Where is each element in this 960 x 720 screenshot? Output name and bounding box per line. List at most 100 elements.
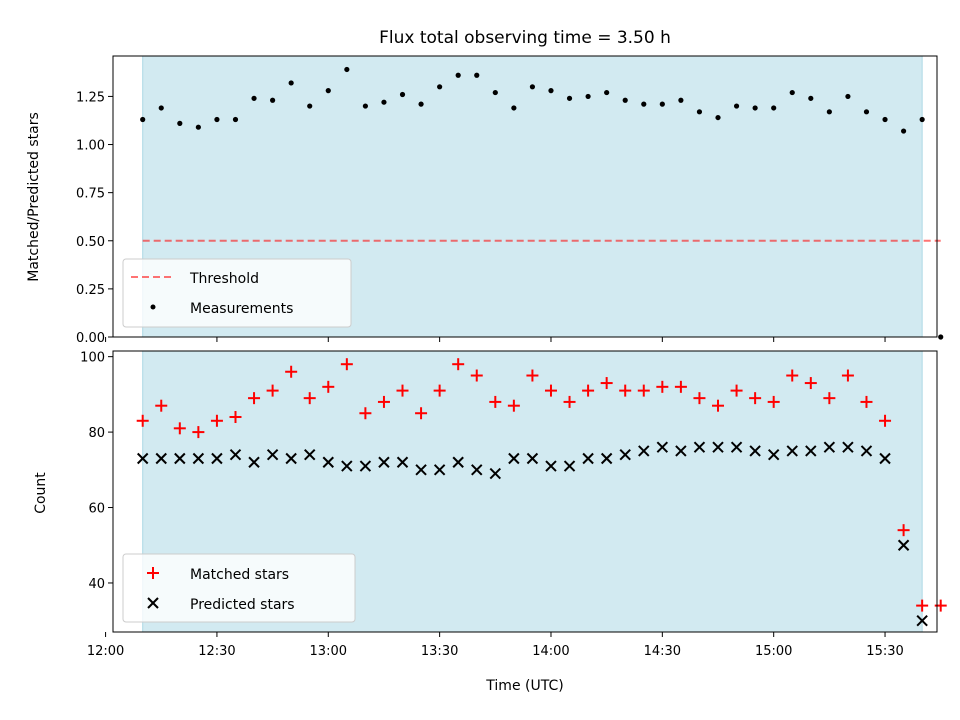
measurements-point	[826, 109, 832, 115]
predicted-stars-point	[229, 449, 242, 461]
matched-stars-point	[712, 399, 725, 412]
predicted-stars-point	[155, 452, 167, 465]
measurements-point	[696, 109, 703, 115]
measurements-point	[863, 109, 870, 115]
matched-stars-point	[415, 407, 428, 420]
top-legend: Threshold Measurements	[122, 258, 352, 328]
matched-stars-point	[340, 358, 353, 371]
predicted-stars-point	[489, 467, 502, 480]
measurements-point	[789, 89, 795, 96]
predicted-stars-point	[378, 456, 390, 468]
count-panel: 40 60 80 100 12:00 12:30 13:00 13:30 14:00 14:30…	[33, 350, 947, 694]
measurements-point	[604, 89, 610, 96]
bottom-legend: Matched stars Predicted stars	[122, 553, 356, 623]
measurements-point	[399, 91, 406, 98]
predicted-stars-point	[749, 445, 761, 457]
measurements-point	[307, 103, 313, 109]
matched-stars-point	[266, 384, 279, 397]
matched-stars-point	[173, 422, 186, 435]
measurements-point	[474, 72, 480, 78]
measurements-point	[418, 101, 424, 107]
predicted-stars-point	[823, 441, 836, 453]
predicted-legend-swatch	[147, 597, 159, 609]
predicted-stars-point	[805, 445, 817, 457]
matched-stars-point	[507, 399, 520, 412]
matched-stars-point	[210, 414, 223, 427]
threshold-legend-label: Threshold	[189, 271, 259, 287]
predicted-stars-point	[897, 539, 910, 551]
matched-stars-point	[730, 384, 743, 397]
matched-stars-point	[600, 377, 613, 390]
matched-stars-point	[804, 377, 817, 390]
predicted-stars-point	[526, 452, 539, 465]
matched-stars-point	[786, 369, 799, 382]
predicted-stars-point	[136, 452, 149, 465]
predicted-stars-point	[712, 441, 724, 453]
bottom-axes-frame	[112, 350, 938, 633]
predicted-stars-point	[767, 449, 780, 461]
x-tick-label: 12:00	[87, 644, 124, 659]
ratio-panel: 0.00 0.25 0.50 0.75 1.00 1.25 Matched/Predict…	[26, 55, 944, 346]
top-axes-frame	[112, 55, 938, 338]
matched-stars-point	[526, 369, 539, 382]
bottom-y-axis-label: Count	[33, 472, 49, 514]
predicted-stars-point	[916, 614, 928, 627]
measurements-point	[919, 116, 925, 123]
predicted-stars-point	[433, 464, 446, 476]
matched-stars-point	[248, 392, 261, 405]
predicted-stars-point	[415, 464, 427, 476]
measurements-point	[381, 99, 387, 105]
measurements-point	[232, 116, 239, 123]
predicted-stars-point	[174, 452, 186, 465]
measurements-point	[455, 72, 461, 78]
matched-stars-point	[285, 365, 298, 378]
measurements-point	[882, 116, 888, 123]
measurements-point	[752, 105, 758, 111]
predicted-stars-point	[304, 449, 316, 461]
predicted-stars-point	[359, 460, 372, 472]
matched-stars-point	[229, 411, 242, 424]
matched-stars-point	[823, 392, 836, 405]
measurements-point	[715, 114, 721, 121]
matched-stars-point	[674, 380, 687, 393]
measurements-legend-swatch	[150, 304, 156, 310]
measurements-point	[140, 116, 146, 123]
predicted-stars-point	[322, 456, 334, 468]
chart-title: Flux total observing time = 3.50 h	[379, 28, 671, 48]
x-tick-label: 13:00	[310, 644, 347, 659]
matched-stars-point	[303, 392, 316, 405]
predicted-stars-point	[452, 456, 464, 468]
predicted-stars-point	[248, 456, 260, 468]
predicted-stars-point	[730, 441, 743, 453]
x-tick-label: 14:00	[532, 644, 569, 659]
matched-stars-point	[841, 369, 854, 382]
matched-legend-swatch	[147, 567, 159, 579]
matched-stars-point	[155, 399, 168, 412]
measurements-point	[938, 334, 944, 340]
predicted-stars-point	[600, 452, 613, 465]
y-tick-label: 0.50	[76, 235, 105, 250]
x-tick-label: 15:30	[866, 644, 903, 659]
measurements-point	[492, 89, 498, 96]
bottom-legend-box	[122, 553, 356, 623]
predicted-stars-point	[842, 441, 854, 453]
measurements-point	[195, 124, 201, 130]
measurements-point	[659, 101, 665, 107]
measurements-point	[511, 105, 517, 111]
measurements-point	[900, 128, 907, 134]
measurements-point	[845, 93, 851, 100]
predicted-stars-point	[341, 460, 353, 472]
measurements-point	[678, 97, 684, 103]
x-tick-label: 14:30	[644, 644, 681, 659]
matched-stars-point	[656, 380, 669, 393]
measurements-point	[214, 116, 220, 123]
matched-stars-point	[879, 414, 892, 427]
measurements-legend-label: Measurements	[190, 301, 293, 317]
predicted-stars-point	[192, 452, 205, 465]
predicted-stars-point	[563, 460, 576, 472]
matched-stars-point	[359, 407, 372, 420]
matched-legend-label: Matched stars	[190, 567, 289, 583]
x-tick-label: 12:30	[198, 644, 235, 659]
matched-stars-point	[767, 395, 780, 408]
